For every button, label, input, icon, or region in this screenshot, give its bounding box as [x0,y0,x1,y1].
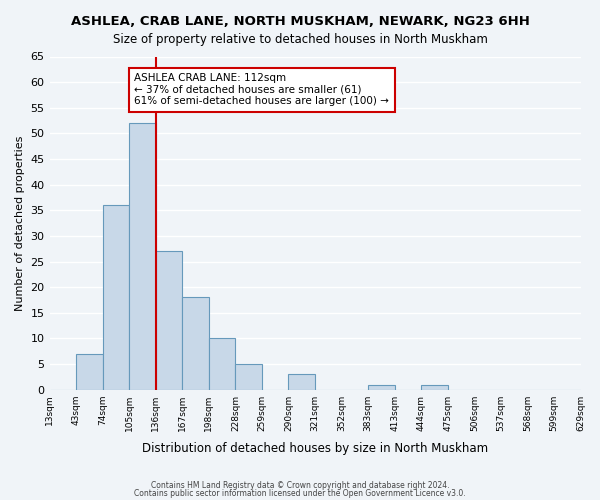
Bar [235,364,262,390]
Bar [421,384,448,390]
Text: Contains HM Land Registry data © Crown copyright and database right 2024.: Contains HM Land Registry data © Crown c… [151,481,449,490]
Text: ASHLEA, CRAB LANE, NORTH MUSKHAM, NEWARK, NG23 6HH: ASHLEA, CRAB LANE, NORTH MUSKHAM, NEWARK… [71,15,529,28]
Bar [368,384,395,390]
Text: ASHLEA CRAB LANE: 112sqm
← 37% of detached houses are smaller (61)
61% of semi-d: ASHLEA CRAB LANE: 112sqm ← 37% of detach… [134,73,389,106]
Bar [103,205,129,390]
Bar [182,298,209,390]
Bar [76,354,103,390]
Bar [289,374,315,390]
X-axis label: Distribution of detached houses by size in North Muskham: Distribution of detached houses by size … [142,442,488,455]
Bar [209,338,235,390]
Text: Contains public sector information licensed under the Open Government Licence v3: Contains public sector information licen… [134,488,466,498]
Y-axis label: Number of detached properties: Number of detached properties [15,136,25,311]
Bar [129,123,156,390]
Bar [156,252,182,390]
Text: Size of property relative to detached houses in North Muskham: Size of property relative to detached ho… [113,32,487,46]
